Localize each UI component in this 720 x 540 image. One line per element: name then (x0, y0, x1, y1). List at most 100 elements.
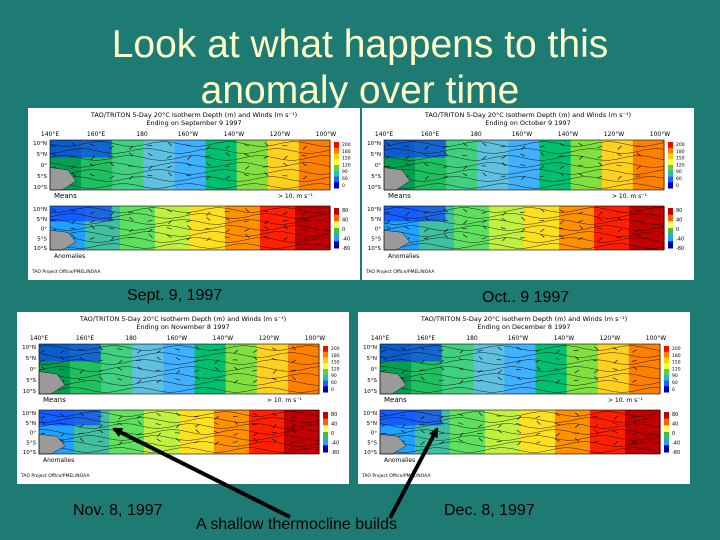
lat-label: 5°S (37, 236, 47, 242)
anom-scale-tick: -40 (676, 237, 684, 243)
lon-label: 120°W (600, 335, 620, 342)
lon-label: 140°E (371, 335, 389, 342)
lon-label: 160°E (76, 335, 94, 342)
credit-label: TAO Project Office/PMEL/NOAA (31, 269, 101, 275)
lon-label: 120°W (259, 335, 279, 342)
wind-scale-label: > 10. m s⁻¹ (267, 397, 302, 404)
means-label: Means (43, 396, 66, 404)
anom-scale-tick: -80 (672, 450, 680, 456)
lon-label: 140°W (213, 335, 233, 342)
means-scale-tick: 120 (331, 366, 340, 372)
means-scale-tick: 150 (342, 156, 351, 162)
lat-label: 5°S (367, 440, 377, 446)
lat-label: 5°S (26, 378, 36, 384)
slide-title: Look at what happens to this anomaly ove… (0, 22, 720, 114)
lat-label: 5°N (367, 421, 377, 427)
means-scale-tick: 0 (331, 387, 334, 393)
panel-header: TAO/TRITON 5-Day 20°C Isotherm Depth (m)… (420, 315, 627, 323)
means-scale-tick: 60 (331, 380, 337, 386)
lat-label: 0° (371, 367, 377, 373)
credit-label: TAO Project Office/PMEL/NOAA (20, 473, 90, 479)
anomalies-colorbar (323, 412, 328, 453)
lat-label: 10°S (364, 389, 378, 395)
lon-label: 160°E (87, 131, 105, 138)
lat-label: 0° (375, 163, 381, 169)
wind-scale-label: > 10. m s⁻¹ (612, 193, 647, 200)
lat-label: 10°N (33, 207, 47, 213)
anom-scale-tick: -40 (342, 237, 350, 243)
lon-label: 100°W (316, 131, 336, 138)
means-scale-tick: 60 (676, 176, 682, 182)
anomalies-label: Anomalies (43, 457, 74, 464)
means-scale-tick: 120 (676, 162, 685, 168)
means-scale-tick: 90 (331, 373, 337, 379)
panel-header: TAO/TRITON 5-Day 20°C Isotherm Depth (m)… (79, 315, 286, 323)
anomalies-colorbar (668, 208, 673, 249)
anom-scale-tick: 40 (676, 218, 682, 224)
means-scale-tick: 200 (672, 346, 681, 352)
arrow-to-nov-panel (112, 427, 291, 519)
lon-label: 120°W (270, 131, 290, 138)
lat-label: 10°N (33, 141, 47, 147)
panel-date-line: Ending on November 8 1997 (136, 323, 229, 331)
means-scale-tick: 200 (342, 142, 351, 148)
means-scale-tick: 150 (676, 156, 685, 162)
anomalies-label: Anomalies (388, 253, 419, 260)
means-scale-tick: 0 (676, 183, 679, 189)
panel-sept-9-1997: TAO/TRITON 5-Day 20°C Isotherm Depth (m)… (28, 108, 360, 280)
means-scale-tick: 90 (672, 373, 678, 379)
anomalies-field (49, 206, 331, 251)
lat-label: 10°S (368, 185, 382, 191)
lon-label: 140°E (41, 131, 59, 138)
lat-label: 10°S (368, 246, 382, 252)
lat-label: 10°S (23, 450, 37, 456)
slide-title-line-1: Look at what happens to this (111, 23, 609, 66)
anomalies-label: Anomalies (384, 457, 415, 464)
means-label: Means (54, 192, 77, 200)
anom-scale-tick: 0 (672, 431, 675, 437)
lat-label: 5°N (26, 421, 36, 427)
anom-scale-tick: 80 (672, 412, 678, 418)
means-field (49, 140, 331, 191)
caption-sept-9-1997: Sept. 9, 1997 (127, 287, 223, 304)
lat-label: 5°S (26, 440, 36, 446)
lon-label: 140°W (224, 131, 244, 138)
lat-label: 5°S (37, 174, 47, 180)
means-field (38, 344, 320, 395)
anom-scale-tick: 80 (331, 412, 337, 418)
lat-label: 0° (41, 227, 47, 233)
means-colorbar (668, 142, 673, 189)
lat-label: 10°S (34, 246, 48, 252)
lon-label: 120°W (604, 131, 624, 138)
means-field (383, 140, 665, 191)
lat-label: 5°N (367, 356, 377, 362)
lon-label: 160°W (167, 335, 187, 342)
lat-label: 0° (30, 367, 36, 373)
anom-scale-tick: -80 (342, 246, 350, 252)
means-colorbar (323, 346, 328, 393)
means-scale-tick: 150 (331, 360, 340, 366)
anom-scale-tick: 0 (676, 227, 679, 233)
anom-scale-tick: 80 (676, 208, 682, 214)
anom-scale-tick: 40 (331, 422, 337, 428)
anom-scale-tick: 80 (342, 208, 348, 214)
lon-label: 100°W (646, 335, 666, 342)
lat-label: 0° (41, 163, 47, 169)
lat-label: 10°S (34, 185, 48, 191)
means-scale-tick: 200 (676, 142, 685, 148)
slide-title-line-2: anomaly over time (200, 69, 520, 112)
panel-header: TAO/TRITON 5-Day 20°C Isotherm Depth (m)… (424, 111, 631, 119)
means-scale-tick: 150 (672, 360, 681, 366)
lon-label: 140°W (554, 335, 574, 342)
anom-scale-tick: 0 (331, 431, 334, 437)
panel-nov-8-1997: TAO/TRITON 5-Day 20°C Isotherm Depth (m)… (17, 312, 349, 484)
lon-label: 160°E (421, 131, 439, 138)
lat-label: 10°N (367, 207, 381, 213)
lat-label: 10°N (363, 345, 377, 351)
means-scale-tick: 60 (342, 176, 348, 182)
means-field (379, 344, 661, 395)
lat-label: 0° (371, 431, 377, 437)
lon-label: 140°E (30, 335, 48, 342)
arrow-to-dec-panel (388, 427, 439, 519)
